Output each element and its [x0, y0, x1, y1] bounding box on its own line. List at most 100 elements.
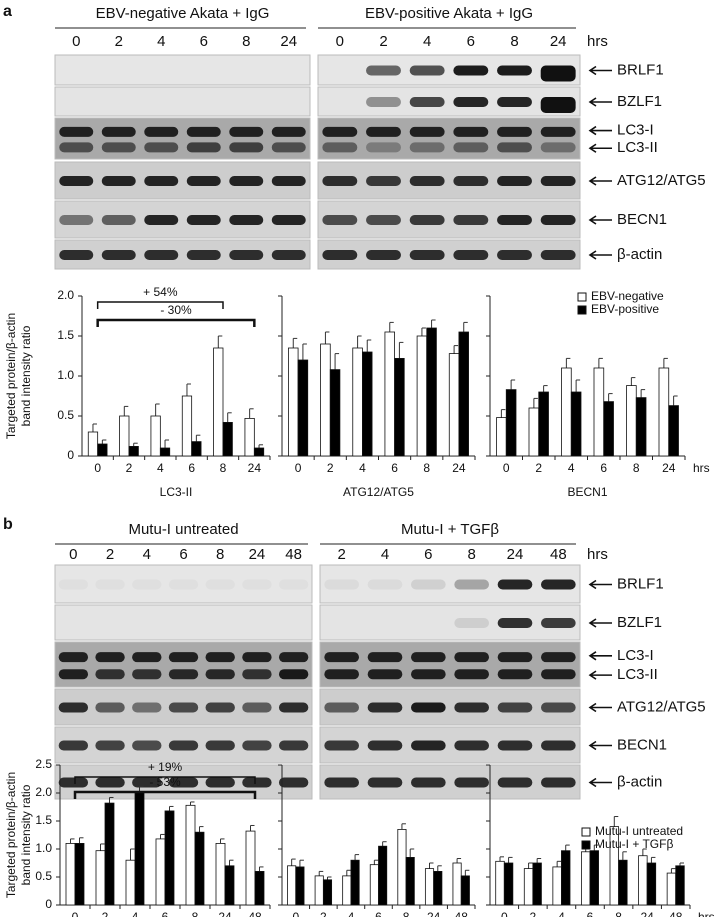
bar [416, 335, 428, 457]
bar [528, 407, 540, 457]
band [541, 740, 576, 751]
y-tick-label: 1.5 [57, 328, 74, 342]
lane-label: 6 [179, 546, 187, 563]
y-tick-label: 2.0 [35, 785, 52, 799]
legend-swatch [581, 827, 591, 837]
band [409, 97, 445, 107]
arrow [588, 702, 612, 713]
band [409, 65, 445, 76]
band [186, 215, 221, 225]
band [454, 777, 489, 788]
protein-label: BECN1 [617, 736, 667, 753]
bar [297, 359, 309, 457]
annotation: + 19% [148, 760, 183, 774]
protein-label: β-actin [617, 773, 662, 790]
lane-label: 0 [336, 33, 344, 50]
band [144, 215, 179, 225]
x-tick-label: 8 [423, 461, 430, 475]
bracket [96, 318, 256, 327]
band [278, 669, 309, 680]
bar [581, 851, 591, 906]
band [242, 669, 272, 680]
bar [505, 389, 517, 457]
band [409, 250, 445, 260]
protein-label: LC3-II [617, 139, 658, 156]
lane-label: 24 [249, 546, 266, 563]
bar [458, 331, 469, 457]
band [540, 176, 576, 186]
blot-strip [319, 764, 581, 800]
y-tick-label: 0 [45, 897, 52, 911]
bracket [73, 790, 257, 799]
arrow [588, 740, 612, 751]
band [324, 652, 359, 663]
arrow [588, 250, 612, 260]
bar [65, 843, 76, 906]
x-tick-label: 2 [530, 910, 537, 917]
x-tick-label: 6 [391, 461, 398, 475]
lane-label: 8 [467, 546, 475, 563]
band [454, 740, 489, 751]
x-tick-label: 4 [348, 910, 355, 917]
band [367, 579, 403, 590]
bar [666, 872, 677, 906]
bar [638, 855, 648, 906]
bar [159, 447, 171, 457]
legend-swatch [577, 292, 587, 302]
arrow [588, 618, 612, 628]
band [540, 126, 576, 137]
bar [603, 401, 614, 457]
band [205, 702, 235, 713]
band [168, 777, 199, 788]
bar [675, 865, 685, 906]
band [367, 777, 403, 788]
group-title: EBV-positive Akata + IgG [365, 5, 533, 22]
band [453, 176, 489, 186]
arrow [588, 97, 612, 107]
band [132, 669, 162, 680]
x-tick-label: 24 [452, 461, 466, 475]
bar [618, 859, 628, 906]
arrow [588, 215, 612, 225]
band [132, 702, 162, 713]
bar [215, 843, 226, 906]
bar [405, 857, 415, 906]
blot-strip [317, 161, 581, 200]
bar [635, 397, 647, 457]
band [271, 126, 306, 137]
band [541, 579, 576, 590]
bar [384, 331, 395, 457]
band [132, 652, 162, 663]
lane-label: 0 [69, 546, 77, 563]
group-title: Mutu-I + TGFβ [401, 521, 499, 538]
x-tick-label: 4 [157, 461, 164, 475]
band [454, 702, 489, 713]
band [95, 777, 125, 788]
lane-label: 24 [550, 33, 567, 50]
unit-label: hrs [587, 546, 608, 563]
arrow [588, 143, 612, 153]
bar [496, 417, 507, 457]
x-tick-label: 0 [94, 461, 101, 475]
legend-label: Mutu-I untreated [595, 824, 683, 838]
band [453, 126, 489, 137]
band [322, 176, 358, 186]
band [101, 250, 136, 260]
y-tick-label: 1.5 [35, 813, 52, 827]
bar [287, 865, 297, 906]
band [58, 669, 89, 680]
x-tick-label: 48 [455, 910, 469, 917]
bar [134, 791, 145, 906]
x-tick-label: 2 [126, 461, 133, 475]
blot-strip [317, 117, 581, 160]
blot-strip [317, 54, 581, 86]
band [411, 669, 446, 680]
blot-strip [317, 200, 581, 239]
band [497, 618, 533, 628]
blot-strip [319, 688, 581, 726]
annotation: + 54% [143, 285, 178, 299]
bar [561, 850, 571, 906]
band [540, 97, 576, 113]
blot-strip [54, 86, 311, 117]
